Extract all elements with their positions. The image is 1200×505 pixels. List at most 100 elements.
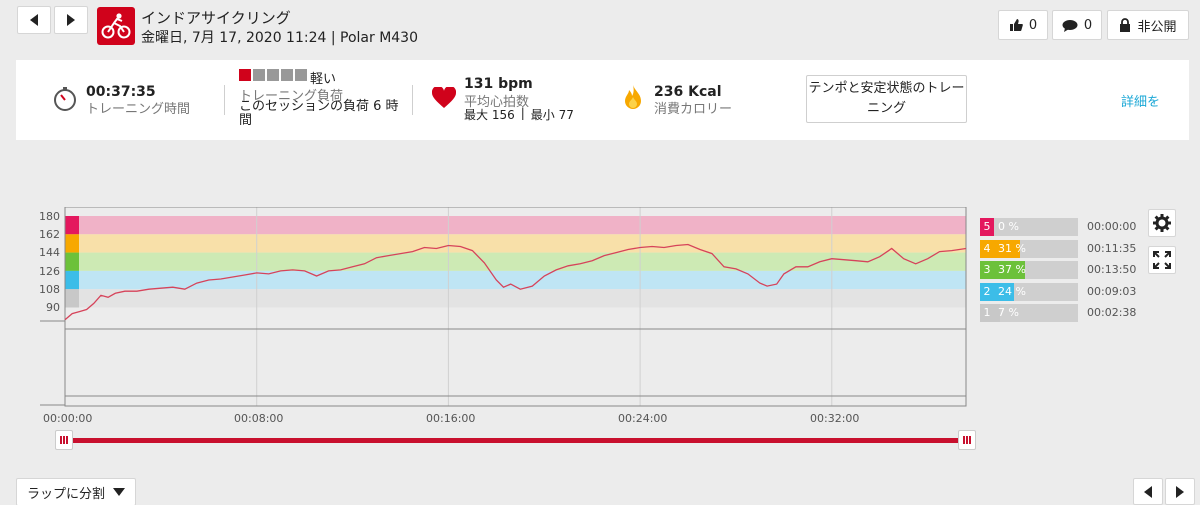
hr-zone-marker bbox=[65, 270, 79, 290]
heart-rate-min: 最小 77 bbox=[530, 108, 574, 122]
flame-icon bbox=[625, 85, 641, 109]
hr-zone-number: 4 bbox=[980, 239, 994, 258]
training-load-meter bbox=[239, 69, 307, 81]
cycling-icon bbox=[97, 7, 135, 45]
load-meter-block bbox=[239, 69, 251, 81]
like-button[interactable]: 0 bbox=[998, 10, 1048, 40]
previous-button[interactable] bbox=[17, 6, 51, 34]
split-laps-label: ラップに分割 bbox=[27, 486, 106, 502]
x-tick: 00:24:00 bbox=[618, 412, 668, 425]
hr-zone-fill bbox=[994, 304, 1000, 322]
split-laps-dropdown[interactable]: ラップに分割 bbox=[16, 478, 137, 505]
hr-zone-marker bbox=[65, 234, 79, 253]
stopwatch-icon bbox=[54, 87, 76, 111]
settings-button[interactable] bbox=[1148, 209, 1176, 237]
heart-rate-avg-label: 平均心拍数 bbox=[464, 95, 530, 110]
y-axis: 180 162 144 126 108 90 bbox=[39, 210, 62, 320]
summary-panel bbox=[16, 60, 1189, 140]
load-meter-block bbox=[267, 69, 279, 81]
next-page-button[interactable] bbox=[1165, 478, 1195, 505]
heart-icon bbox=[432, 87, 456, 108]
hr-zone-marker bbox=[65, 216, 79, 235]
x-tick: 00:08:00 bbox=[234, 412, 284, 425]
hr-zone-row: 2 24 % bbox=[980, 282, 1080, 301]
duration-value: 00:37:35 bbox=[86, 84, 156, 100]
hr-zone-legend: 5 0 % 4 31 % 3 37 % 2 24 % 1 7 % bbox=[980, 218, 1080, 326]
load-description: このセッションの負荷 6 時間 bbox=[239, 99, 399, 128]
calories-label: 消費カロリー bbox=[654, 102, 733, 117]
plot-frame bbox=[64, 207, 967, 407]
hr-zone-fill bbox=[994, 282, 1015, 301]
hr-zone-bar: 0 % bbox=[994, 218, 1078, 236]
privacy-label: 非公開 bbox=[1137, 19, 1177, 35]
hr-zone-times: 00:00:00 00:11:35 00:13:50 00:09:03 00:02:38 bbox=[1087, 218, 1147, 326]
hr-zone-bar: 31 % bbox=[994, 239, 1078, 258]
hr-zone-percent: 7 % bbox=[998, 306, 1019, 319]
hr-zone-time: 00:09:03 bbox=[1087, 284, 1137, 298]
y-tick: 162 bbox=[39, 228, 60, 241]
arrow-right-icon bbox=[1176, 485, 1184, 498]
hr-zone-fill bbox=[994, 261, 1026, 279]
grip-icon bbox=[963, 436, 971, 444]
comment-button[interactable]: 0 bbox=[1052, 10, 1102, 40]
activity-subtitle: 金曜日, 7月 17, 2020 11:24 | Polar M430 bbox=[141, 30, 418, 46]
hr-zone-percent: 0 % bbox=[998, 220, 1019, 233]
y-tick: 108 bbox=[39, 283, 60, 296]
y-tick: 144 bbox=[39, 246, 60, 259]
y-tick: 126 bbox=[39, 265, 60, 278]
hr-zone-time: 00:11:35 bbox=[1087, 241, 1137, 255]
load-level: 軽い bbox=[310, 72, 337, 87]
hr-zone-fill bbox=[994, 239, 1021, 258]
load-meter-block bbox=[281, 69, 293, 81]
heart-rate-chart bbox=[40, 207, 967, 407]
load-meter-block bbox=[253, 69, 265, 81]
caret-down-icon bbox=[113, 488, 126, 496]
thumbs-up-icon bbox=[1009, 19, 1023, 31]
arrow-left-icon bbox=[30, 14, 38, 26]
details-link[interactable]: 詳細を bbox=[1121, 95, 1161, 110]
hr-zone-row: 1 7 % bbox=[980, 304, 1080, 322]
x-tick: 00:32:00 bbox=[810, 412, 860, 425]
lock-icon bbox=[1120, 18, 1131, 32]
duration-label: トレーニング時間 bbox=[86, 102, 191, 117]
hr-zone-bar: 24 % bbox=[994, 282, 1078, 301]
hr-zone-band bbox=[65, 216, 966, 235]
expand-icon bbox=[1153, 251, 1171, 269]
hr-zone-band bbox=[65, 252, 966, 271]
heart-rate-range: 最大 156 | 最小 77 bbox=[464, 106, 574, 122]
comment-count: 0 bbox=[1083, 17, 1093, 33]
training-benefit-button[interactable]: テンポと安定状態のトレーニング bbox=[806, 75, 967, 123]
hr-zone-row: 4 31 % bbox=[980, 239, 1080, 258]
arrow-right-icon bbox=[67, 14, 75, 26]
hr-zone-band bbox=[65, 234, 966, 253]
heart-rate-line bbox=[64, 243, 967, 321]
like-count: 0 bbox=[1028, 17, 1038, 33]
prev-page-button[interactable] bbox=[1133, 478, 1163, 505]
hr-zone-band bbox=[65, 289, 966, 308]
hr-zone-number: 3 bbox=[980, 261, 994, 279]
range-handle-start[interactable] bbox=[55, 430, 73, 450]
comment-icon bbox=[1062, 19, 1078, 32]
load-label: トレーニング負荷 bbox=[239, 89, 344, 104]
gear-icon bbox=[1153, 214, 1171, 232]
hr-zone-number: 5 bbox=[980, 218, 994, 236]
y-tick: 180 bbox=[39, 210, 60, 223]
hr-zone-time: 00:00:00 bbox=[1087, 220, 1137, 233]
divider bbox=[224, 85, 225, 115]
hr-zone-bar: 7 % bbox=[994, 304, 1078, 322]
hr-zone-number: 1 bbox=[980, 304, 994, 322]
hr-zone-percent: 37 % bbox=[998, 263, 1026, 276]
range-slider-track[interactable] bbox=[64, 438, 968, 443]
privacy-button[interactable]: 非公開 bbox=[1107, 10, 1189, 40]
hr-zone-row: 5 0 % bbox=[980, 218, 1080, 236]
grip-icon bbox=[60, 436, 68, 444]
heart-rate-max: 最大 156 bbox=[464, 108, 515, 122]
hr-zone-time: 00:13:50 bbox=[1087, 263, 1137, 276]
y-tick: 90 bbox=[46, 301, 60, 314]
x-tick: 00:00:00 bbox=[43, 412, 93, 425]
hr-zone-marker bbox=[65, 289, 79, 308]
range-handle-end[interactable] bbox=[958, 430, 976, 450]
hr-zone-time: 00:02:38 bbox=[1087, 306, 1137, 319]
next-button[interactable] bbox=[54, 6, 88, 34]
fullscreen-button[interactable] bbox=[1148, 246, 1176, 274]
